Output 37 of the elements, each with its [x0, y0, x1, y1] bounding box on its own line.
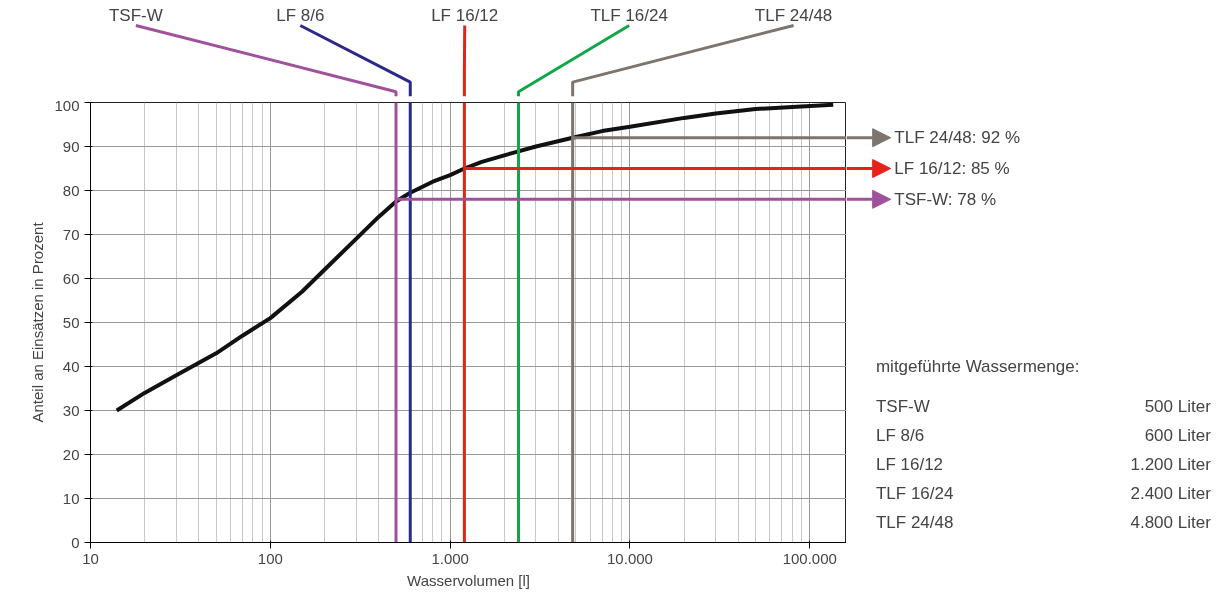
ref-line-label: TSF-W [108, 5, 163, 25]
x-tick-label: 10.000 [607, 549, 653, 567]
y-axis-title: Anteil an Einsätzen in Prozent [29, 221, 47, 423]
text: LF 16/12 [875, 454, 944, 474]
x-tick-label: 100 [257, 549, 283, 567]
ref-line-label: TLF 24/48: 92 % [894, 128, 1021, 148]
text: 2.400 Liter [1130, 483, 1212, 503]
text: LF 8/6 [875, 425, 925, 445]
ref-line-label: TLF 24/48 [754, 5, 833, 25]
y-tick-label: 60 [62, 269, 80, 287]
y-tick-label: 50 [62, 313, 80, 331]
x-axis-title: Wasservolumen [l] [407, 571, 530, 589]
ref-line-label: LF 8/6 [276, 5, 325, 25]
x-tick-label: 1.000 [431, 549, 469, 567]
y-tick-label: 100 [54, 96, 80, 114]
ref-line-label: TLF 16/24 [590, 5, 668, 25]
text: 600 Liter [1144, 425, 1212, 445]
y-tick-label: 90 [62, 137, 80, 155]
y-tick-label: 70 [62, 225, 80, 243]
y-tick-label: 20 [62, 445, 80, 463]
y-tick-label: 0 [71, 533, 80, 551]
ref-line-label: LF 16/12 [431, 5, 499, 25]
ref-line-label: LF 16/12: 85 % [894, 159, 1010, 178]
ref-line-label: TSF-W: 78 % [894, 189, 997, 209]
x-tick-label: 10 [82, 549, 99, 567]
y-tick-label: 30 [62, 401, 80, 419]
text: 4.800 Liter [1130, 512, 1212, 532]
text: TLF 24/48 [875, 512, 954, 532]
text: 1.200 Liter [1130, 454, 1212, 474]
text: 500 Liter [1144, 396, 1212, 416]
text: TLF 16/24 [875, 483, 954, 503]
x-tick-label: 100.000 [782, 549, 837, 567]
text: TSF-W [875, 396, 930, 416]
y-tick-label: 80 [62, 181, 80, 199]
y-tick-label: 40 [62, 357, 80, 375]
y-tick-label: 10 [62, 489, 80, 507]
text: mitgeführte Wassermenge: [875, 357, 1080, 376]
